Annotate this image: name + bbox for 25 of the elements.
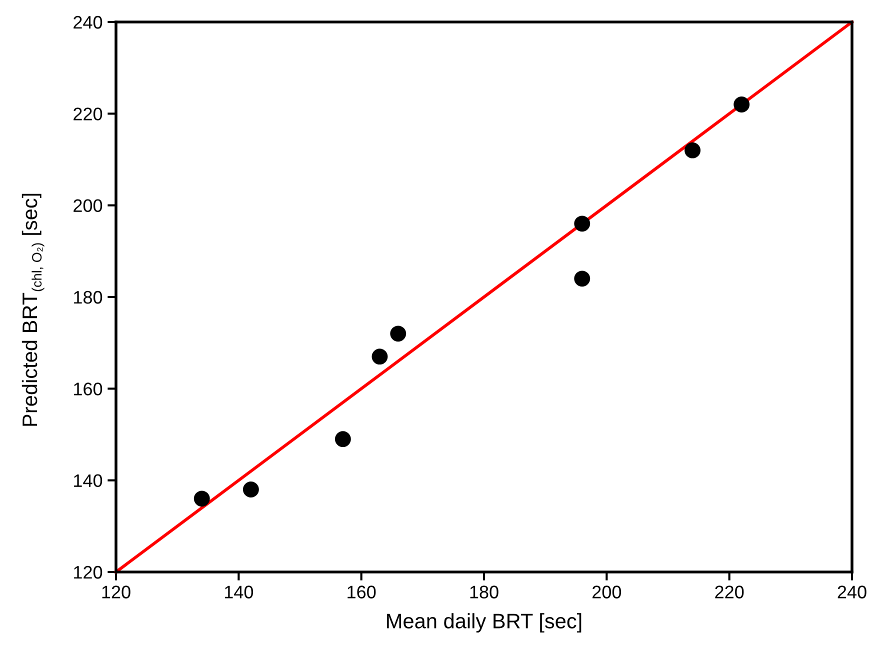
y-tick-label: 180	[74, 290, 102, 304]
y-tick-label: 120	[74, 566, 102, 579]
y-axis-title: Predicted BRT(chl, O₂) [sec]	[22, 194, 44, 426]
x-tick-label: 220	[715, 586, 744, 598]
point	[242, 482, 259, 498]
y-tick-label: 140	[74, 474, 102, 488]
x-tick-label: 200	[592, 586, 622, 598]
x-tick-label: 240	[838, 586, 866, 598]
x-tick-label: 180	[470, 586, 498, 598]
point	[574, 270, 590, 287]
x-tick-label: 140	[224, 586, 254, 598]
x-tick-label: 120	[102, 586, 130, 598]
x-tick-label: 160	[348, 586, 376, 598]
x-axis-title: Mean daily BRT [sec]	[387, 613, 582, 633]
point	[734, 96, 750, 112]
y-tick-label: 200	[74, 199, 102, 212]
y-tick-label: 240	[74, 16, 102, 29]
point	[334, 431, 351, 448]
point	[684, 142, 701, 158]
y-tick-label: 160	[74, 382, 102, 396]
point	[372, 348, 388, 365]
y-tick-label: 220	[74, 108, 102, 120]
point	[574, 216, 590, 232]
point	[194, 490, 210, 507]
point	[390, 326, 406, 342]
